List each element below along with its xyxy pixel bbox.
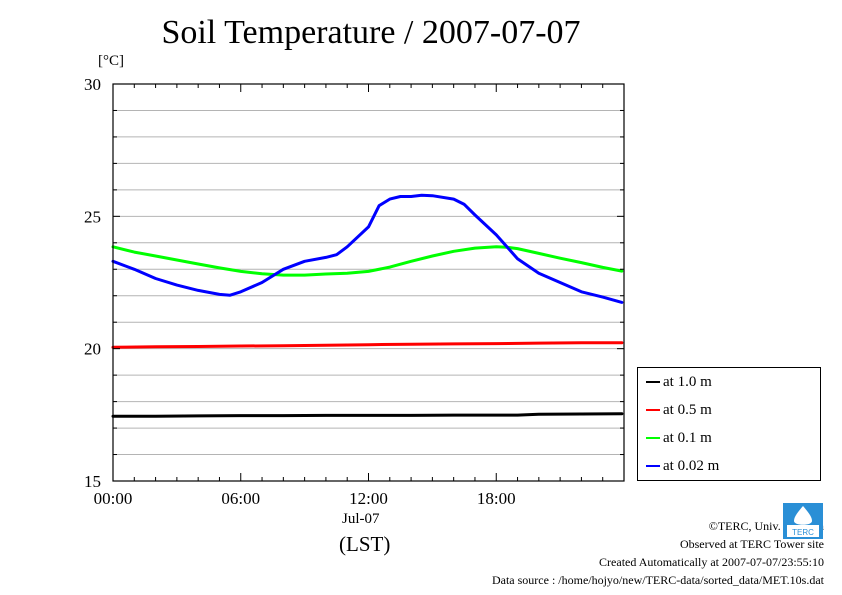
series-line-2 [111,245,624,277]
legend-label: at 0.02 m [663,457,720,474]
legend-item: at 0.1 m [646,428,712,448]
x-tick-label: 18:00 [477,489,516,508]
legend-swatch [646,437,660,439]
observed-text: Observed at TERC Tower site [679,537,824,551]
tick-marks [112,83,625,482]
date-label: Jul-07 [342,511,380,527]
legend: at 1.0 m at 0.5 m at 0.1 m at 0.02 m [637,367,821,481]
y-tick-label: 20 [84,340,101,359]
plot-frame [112,83,625,482]
axes [112,83,625,482]
x-axis-label: (LST) [339,532,391,556]
legend-item: at 0.02 m [646,456,719,476]
tick-labels: 15 20 25 30 00:00 06:00 12:00 18:00 [84,75,516,508]
legend-swatch [646,381,660,383]
series-line-1 [111,341,624,349]
y-tick-label: 15 [84,472,101,491]
y-tick-label: 30 [84,75,101,94]
y-tick-label: 25 [84,207,101,226]
legend-item: at 0.5 m [646,400,712,420]
legend-swatch [646,409,660,411]
legend-label: at 0.5 m [663,401,712,418]
terc-logo: TERC [783,503,823,539]
x-tick-label: 06:00 [221,489,260,508]
legend-item: at 1.0 m [646,372,712,392]
data-source-text: Data source : /home/hojyo/new/TERC-data/… [491,573,824,587]
series-lines [111,193,624,418]
legend-label: at 0.1 m [663,429,712,446]
legend-label: at 1.0 m [663,373,712,390]
svg-text:TERC: TERC [792,528,814,537]
series-line-3 [111,193,624,304]
x-tick-label: 00:00 [94,489,133,508]
legend-swatch [646,465,660,467]
series-line-0 [111,412,624,418]
grid-lines [113,109,624,456]
chart-title: Soil Temperature / 2007-07-07 [161,14,581,51]
created-text: Created Automatically at 2007-07-07/23:5… [599,555,824,569]
x-tick-label: 12:00 [349,489,388,508]
y-axis-unit-label: [°C] [98,53,124,69]
